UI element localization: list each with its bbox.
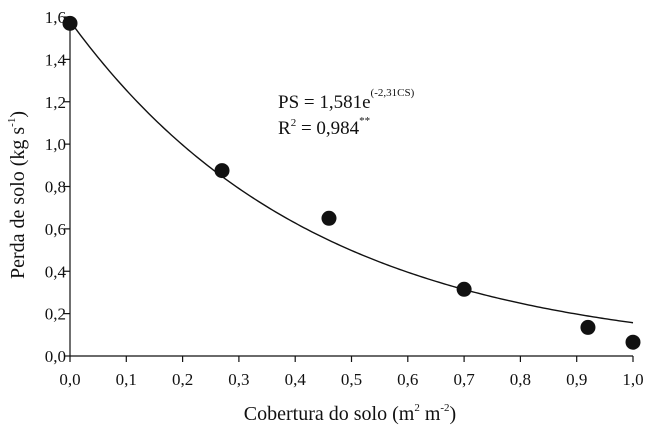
x-tick-label: 0,5 xyxy=(341,370,362,389)
x-title-sup-2: -2 xyxy=(440,402,449,414)
x-title-mid: m xyxy=(420,403,441,425)
y-ticks: 0,0 0,2 0,4 0,6 0,8 1,0 1,2 1,4 1,6 xyxy=(45,8,70,366)
equation-main: PS = 1,581e xyxy=(278,92,371,113)
x-axis-title: Cobertura do solo (m2 m-2) xyxy=(244,402,456,425)
y-tick-label: 1,2 xyxy=(45,93,66,112)
data-point xyxy=(580,319,596,335)
x-title-end: ) xyxy=(450,403,457,425)
x-title-main: Cobertura do solo (m xyxy=(244,403,415,425)
axes xyxy=(69,17,633,357)
data-point xyxy=(62,15,78,31)
fit-curve xyxy=(69,20,634,324)
y-tick-label: 0,6 xyxy=(45,220,66,239)
data-points xyxy=(62,15,641,350)
x-tick-label: 0,3 xyxy=(228,370,249,389)
y-title-end: ) xyxy=(7,111,29,118)
data-point xyxy=(456,281,472,297)
x-tick-label: 0,8 xyxy=(510,370,531,389)
significance-stars: ** xyxy=(359,115,370,127)
y-tick-label: 1,6 xyxy=(45,8,66,27)
y-axis-title: Perda de solo (kg s-1) xyxy=(6,111,29,279)
equation-exponent: (-2,31CS) xyxy=(371,87,415,99)
r-symbol: R xyxy=(278,118,291,139)
y-tick-label: 0,4 xyxy=(45,262,67,281)
y-title-sup: -1 xyxy=(6,118,18,127)
x-tick-label: 0,6 xyxy=(397,370,418,389)
x-ticks: 0,0 0,1 0,2 0,3 0,4 0,5 0,6 0,7 0,8 0,9 1,0 xyxy=(59,356,644,389)
y-title-main: Perda de solo (kg s xyxy=(7,127,29,279)
x-tick-label: 0,1 xyxy=(116,370,137,389)
r-squared-sup: 2 xyxy=(291,117,297,129)
data-point xyxy=(214,163,230,179)
x-title-sup-1: 2 xyxy=(414,402,420,414)
y-tick-label: 1,0 xyxy=(45,135,66,154)
x-tick-label: 0,4 xyxy=(285,370,307,389)
y-tick-label: 0,2 xyxy=(45,305,66,324)
y-tick-label: 1,4 xyxy=(45,50,67,69)
y-tick-label: 0,0 xyxy=(45,347,66,366)
x-tick-label: 0,0 xyxy=(59,370,80,389)
x-tick-label: 0,2 xyxy=(172,370,193,389)
equation-line-2: R2 = 0,984** xyxy=(278,115,370,139)
data-point xyxy=(321,210,337,226)
r-squared-value: = 0,984 xyxy=(296,118,359,139)
y-tick-label: 0,8 xyxy=(45,178,66,197)
x-tick-label: 0,9 xyxy=(566,370,587,389)
x-tick-label: 1,0 xyxy=(622,370,643,389)
x-tick-label: 0,7 xyxy=(453,370,475,389)
data-point xyxy=(625,334,641,350)
equation-line-1: PS = 1,581e(-2,31CS) xyxy=(278,87,415,113)
